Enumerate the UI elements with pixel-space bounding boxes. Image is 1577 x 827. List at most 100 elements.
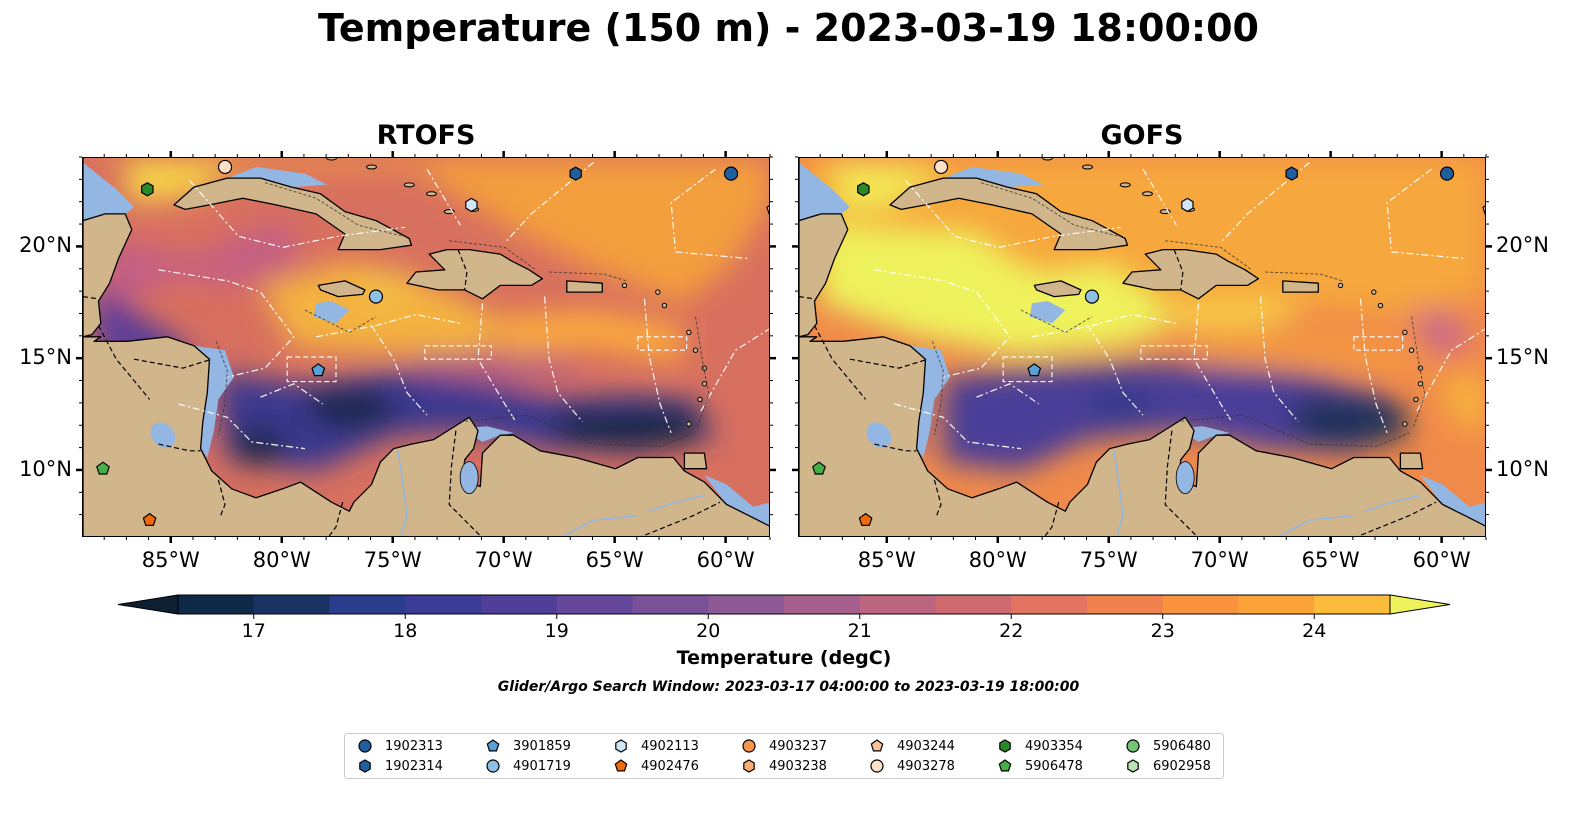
gofs-eez-boundary bbox=[1260, 296, 1299, 423]
gofs-river bbox=[1113, 450, 1124, 536]
gofs-bathymetry-contour bbox=[980, 182, 1119, 237]
gofs-country-border bbox=[1357, 501, 1437, 536]
colorbar-bin bbox=[708, 595, 785, 614]
rtofs-small-island bbox=[692, 347, 699, 353]
rtofs-float-marker bbox=[465, 197, 478, 213]
gofs-country-border bbox=[799, 296, 815, 300]
rtofs-river bbox=[562, 514, 638, 536]
rtofs-temperature-patch bbox=[105, 220, 305, 315]
gofs-float-marker bbox=[1285, 166, 1298, 181]
gofs-eez-boundary bbox=[1142, 168, 1177, 226]
rtofs-float-marker bbox=[766, 205, 769, 216]
rtofs-float-marker bbox=[96, 461, 110, 475]
colorbar-bin bbox=[178, 595, 255, 614]
rtofs-eez-boundary bbox=[370, 325, 428, 416]
rtofs-eez-boundary bbox=[189, 180, 405, 249]
rtofs-small-island bbox=[621, 282, 628, 289]
rtofs-river bbox=[648, 494, 705, 512]
gofs-float-marker bbox=[858, 512, 873, 526]
legend-marker bbox=[486, 759, 500, 773]
gofs-small-island bbox=[1337, 282, 1344, 289]
latitude-label: 15°N bbox=[19, 345, 72, 370]
rtofs-eez-boundary bbox=[504, 162, 594, 244]
legend-marker-icon bbox=[358, 739, 372, 753]
legend-marker bbox=[1127, 759, 1139, 773]
rtofs-small-island bbox=[661, 302, 668, 309]
colorbar-bin bbox=[935, 595, 1012, 614]
gofs-small-island bbox=[1408, 347, 1415, 353]
colorbar-tick-label: 22 bbox=[999, 620, 1023, 642]
longitude-label: 80°W bbox=[252, 548, 311, 572]
rtofs-shallow-shelf bbox=[227, 166, 328, 188]
rtofs-bathymetry-contour bbox=[304, 309, 377, 333]
rtofs-small-island bbox=[686, 421, 692, 427]
gofs-land-puertorico bbox=[1282, 280, 1319, 293]
gofs-bathymetry-contour bbox=[1165, 240, 1252, 271]
gofs-land-hispaniola bbox=[1122, 248, 1260, 300]
rtofs-country-border bbox=[448, 430, 482, 536]
rtofs-land-cuba bbox=[173, 177, 413, 251]
colorbar-bin bbox=[253, 595, 331, 614]
rtofs-lake bbox=[150, 422, 176, 449]
rtofs-shallow-shelf bbox=[313, 301, 350, 324]
gofs-land-yucatan bbox=[799, 158, 849, 338]
gofs-country-border bbox=[1173, 249, 1184, 290]
search-window-text: Glider/Argo Search Window: 2023-03-17 04… bbox=[497, 679, 1080, 695]
legend-entry: 5906480 bbox=[1125, 737, 1211, 755]
colorbar-tick-label: 17 bbox=[242, 620, 266, 642]
rtofs-bathymetry-contour bbox=[264, 182, 403, 237]
gofs-bathymetry-contour bbox=[931, 341, 944, 436]
gofs-eez-boundary bbox=[1386, 168, 1465, 260]
rtofs-eez-boundary bbox=[637, 336, 688, 351]
gofs-small-island bbox=[1413, 396, 1419, 403]
colorbar-bin bbox=[405, 595, 482, 614]
gofs-lake bbox=[1175, 461, 1195, 495]
rtofs-bathymetry-contour bbox=[215, 341, 228, 436]
legend-marker bbox=[358, 739, 372, 753]
gofs-shallow-shelf bbox=[910, 345, 950, 458]
legend-marker-icon bbox=[742, 739, 756, 753]
gofs-temperature-map bbox=[798, 157, 1486, 537]
legend-entry: 4903237 bbox=[741, 737, 827, 755]
legend-label: 6902958 bbox=[1153, 758, 1211, 774]
gofs-country-border bbox=[1164, 430, 1198, 536]
legend-label: 4903238 bbox=[769, 758, 827, 774]
gofs-country-border bbox=[849, 358, 928, 369]
longitude-label: 60°W bbox=[1412, 548, 1471, 572]
legend-marker bbox=[359, 759, 371, 773]
rtofs-eez-boundary bbox=[670, 168, 749, 260]
gofs-float-marker bbox=[1027, 363, 1042, 377]
gofs-land-cuba bbox=[889, 177, 1129, 251]
legend-label: 4902113 bbox=[641, 738, 699, 754]
gofs-temperature-patch bbox=[1176, 301, 1310, 331]
longitude-label: 85°W bbox=[141, 548, 200, 572]
legend-entry: 4903238 bbox=[741, 757, 827, 775]
rtofs-float-marker bbox=[217, 159, 233, 175]
latitude-label: 10°N bbox=[19, 456, 72, 481]
colorbar-extend-max bbox=[1389, 594, 1451, 615]
gofs-land-central bbox=[799, 336, 1485, 536]
gofs-temperature-patch bbox=[1409, 310, 1474, 353]
legend-marker-icon bbox=[870, 739, 884, 752]
rtofs-small-island bbox=[697, 396, 703, 403]
rtofs-small-island bbox=[425, 191, 437, 197]
colorbar-bin bbox=[1011, 595, 1088, 614]
rtofs-country-border bbox=[97, 325, 151, 400]
rtofs-country-border bbox=[83, 296, 99, 300]
rtofs-temperature-patch bbox=[553, 408, 700, 449]
longitude-label: 65°W bbox=[1301, 548, 1360, 572]
gofs-eez-boundary bbox=[1415, 328, 1485, 414]
rtofs-land-yucatan bbox=[83, 158, 133, 338]
legend-marker bbox=[870, 739, 884, 752]
legend-marker-icon bbox=[1127, 759, 1139, 773]
longitude-label: 65°W bbox=[585, 548, 644, 572]
gofs-small-island bbox=[1377, 302, 1384, 309]
colorbar-tick-label: 23 bbox=[1151, 620, 1175, 642]
legend-label: 1902313 bbox=[385, 738, 443, 754]
legend-marker bbox=[743, 759, 755, 773]
legend-marker-icon bbox=[998, 759, 1012, 772]
legend-label: 4903244 bbox=[897, 738, 955, 754]
colorbar-bin bbox=[1087, 595, 1164, 614]
rtofs-temperature-patch bbox=[83, 158, 769, 304]
colorbar-bin bbox=[859, 595, 937, 614]
